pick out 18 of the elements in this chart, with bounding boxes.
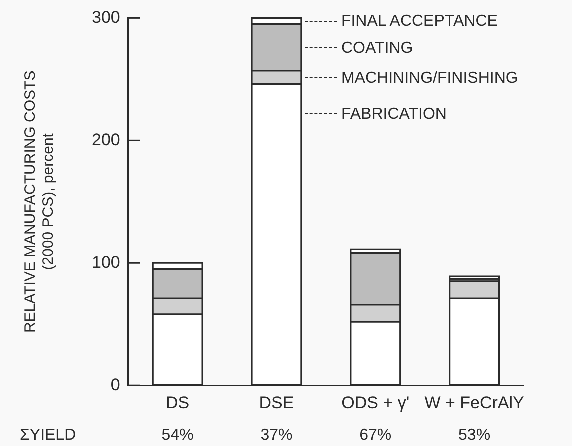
y-axis-title: RELATIVE MANUFACTURING COSTS (2000 PCS), percent — [22, 70, 58, 334]
text: FINAL ACCEPTANCE — [341, 13, 498, 32]
x-tick-label: DS — [166, 393, 190, 412]
text: 53% — [458, 427, 491, 444]
text: 37% — [260, 427, 293, 444]
y-tick-label: 200 — [92, 130, 120, 150]
text: 67% — [360, 427, 392, 444]
y-tick-label: 100 — [92, 252, 120, 272]
text: 54% — [162, 427, 194, 444]
text: FABRICATION — [341, 106, 447, 124]
text: COATING — [341, 40, 414, 58]
x-tick-label: W + FeCrAlY — [424, 393, 524, 412]
y-tick-label: 300 — [92, 8, 120, 27]
text: MACHINING/FINISHING — [341, 70, 518, 88]
x-tick-label: ODS + γ' — [342, 393, 410, 412]
y-tick-label: 0 — [110, 375, 120, 394]
text: ΣYIELD — [20, 427, 76, 444]
x-tick-label: DSE — [259, 393, 294, 412]
